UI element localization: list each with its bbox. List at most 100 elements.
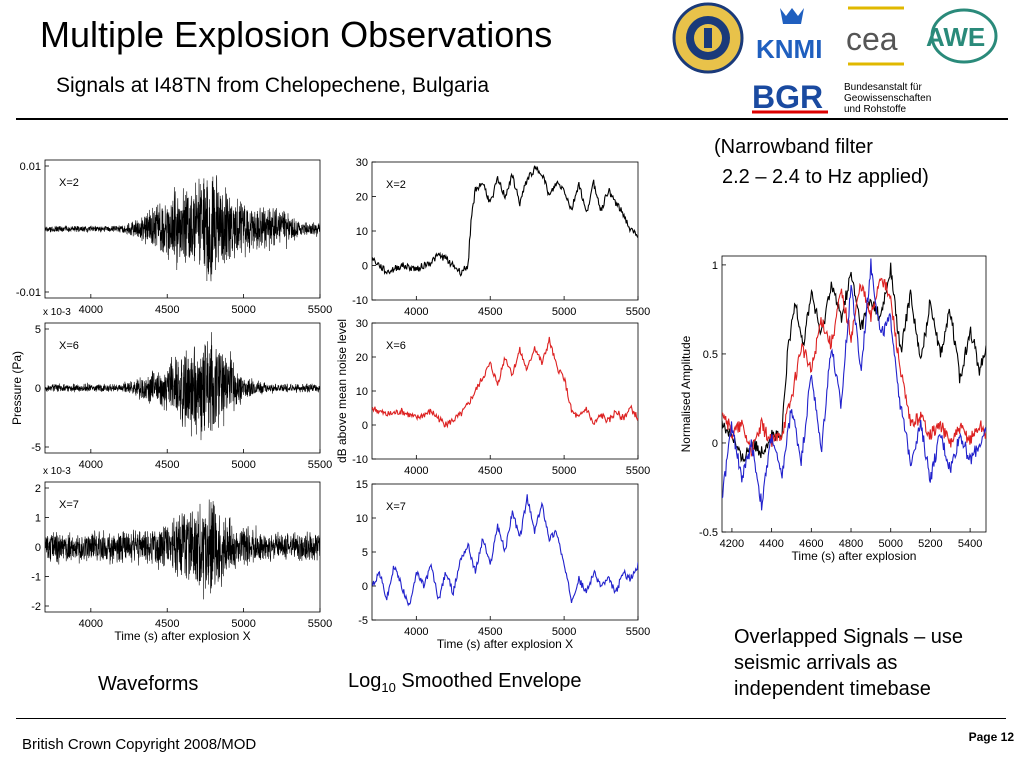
x-tick-label: 4600 bbox=[799, 538, 823, 550]
y-axis-label: dB above mean noise level bbox=[335, 319, 349, 463]
y-tick-label: 10 bbox=[356, 513, 368, 525]
y-tick-label: -5 bbox=[31, 442, 41, 454]
caption-envelope: Log10 Smoothed Envelope bbox=[348, 670, 582, 695]
y-tick-label: 5 bbox=[35, 324, 41, 336]
caption-overlap-line: independent timebase bbox=[734, 678, 931, 700]
y-tick-label: 1 bbox=[712, 260, 718, 272]
y-tick-label: 0 bbox=[35, 383, 41, 395]
caption-overlap-line: seismic arrivals as bbox=[734, 652, 898, 674]
x-axis-label: Time (s) after explosion X bbox=[114, 629, 250, 643]
x-tick-label: 5000 bbox=[231, 459, 255, 471]
chart-panel: 4000 4500 5000 5500 5 0 -5 X=6 x 10-3 Pressure (P… bbox=[10, 307, 332, 471]
y-tick-label: 1 bbox=[35, 513, 41, 525]
cea-text: cea bbox=[846, 21, 898, 57]
caption-envelope-log: Log bbox=[348, 670, 382, 692]
y-tick-label: 0 bbox=[362, 581, 368, 593]
y-tick-label: -10 bbox=[352, 295, 368, 307]
y-axis-label: Normalised Amplitude bbox=[679, 335, 693, 452]
chart-panel: 4000 4500 5000 5500 30 20 10 0 -10 X=6 dB above me… bbox=[335, 318, 650, 477]
plot-frame bbox=[371, 322, 639, 460]
y-tick-label: 2 bbox=[35, 483, 41, 495]
y-tick-label: -10 bbox=[352, 454, 368, 466]
x-tick-label: 4500 bbox=[478, 306, 502, 318]
slide-title: Multiple Explosion Observations bbox=[40, 14, 553, 55]
x-tick-label: 5000 bbox=[552, 626, 576, 638]
plot-frame bbox=[721, 255, 987, 533]
bgr-logo: BGR Bundesanstalt für Geowissenschaften … bbox=[752, 79, 931, 115]
awe-logo: AWE bbox=[926, 8, 998, 64]
y-tick-label: 0.5 bbox=[703, 349, 718, 361]
series-line bbox=[722, 262, 986, 463]
footer-copyright: British Crown Copyright 2008/MOD bbox=[22, 736, 257, 753]
plot-frame bbox=[371, 483, 639, 621]
x-tick-label: 5000 bbox=[878, 538, 902, 550]
panel-label: X=7 bbox=[59, 499, 79, 511]
series-line bbox=[372, 165, 638, 277]
header-rule bbox=[16, 118, 1008, 120]
x-tick-label: 4000 bbox=[404, 626, 428, 638]
chart-panel: 4000 4500 5000 5500 30 20 10 0 -10 X=2 bbox=[352, 157, 650, 318]
x-tick-label: 5000 bbox=[231, 304, 255, 316]
x-tick-label: 4400 bbox=[759, 538, 783, 550]
filter-note-line-1: (Narrowband filter bbox=[714, 136, 873, 158]
bgr-text-3: und Rohstoffe bbox=[844, 104, 907, 115]
x-tick-label: 5500 bbox=[308, 459, 332, 471]
x-tick-label: 5500 bbox=[308, 304, 332, 316]
caption-overlap: Overlapped Signals – use seismic arrival… bbox=[734, 624, 963, 702]
y-tick-label: -5 bbox=[358, 615, 368, 627]
x-tick-label: 4000 bbox=[404, 465, 428, 477]
series-line bbox=[722, 277, 986, 458]
x-tick-label: 5400 bbox=[958, 538, 982, 550]
scale-label: x 10-3 bbox=[43, 307, 71, 318]
panel-label: X=6 bbox=[386, 340, 406, 352]
y-tick-label: -0.01 bbox=[16, 287, 41, 299]
caption-overlap-line: Overlapped Signals – use bbox=[734, 626, 964, 648]
x-tick-label: 4000 bbox=[404, 306, 428, 318]
x-tick-label: 5500 bbox=[626, 626, 650, 638]
bgr-text-2: Geowissenschaften bbox=[844, 93, 931, 104]
y-tick-label: 30 bbox=[356, 318, 368, 330]
y-tick-label: 10 bbox=[356, 226, 368, 238]
bgr-text-1: Bundesanstalt für bbox=[844, 82, 922, 93]
y-tick-label: 0 bbox=[362, 420, 368, 432]
x-tick-label: 4000 bbox=[79, 618, 103, 630]
x-tick-label: 4500 bbox=[155, 304, 179, 316]
y-tick-label: 20 bbox=[356, 192, 368, 204]
panel-label: X=2 bbox=[59, 177, 79, 189]
x-tick-label: 5000 bbox=[552, 465, 576, 477]
y-tick-label: 20 bbox=[356, 352, 368, 364]
scale-label: x 10-3 bbox=[43, 466, 71, 477]
caption-waveforms: Waveforms bbox=[98, 673, 199, 695]
awe-text: AWE bbox=[926, 22, 985, 52]
x-tick-label: 4500 bbox=[155, 459, 179, 471]
y-tick-label: 30 bbox=[356, 157, 368, 169]
waveform-line bbox=[45, 499, 320, 600]
x-tick-label: 4200 bbox=[720, 538, 744, 550]
panel-label: X=7 bbox=[386, 501, 406, 513]
waveform-line bbox=[45, 332, 320, 441]
y-tick-label: 15 bbox=[356, 479, 368, 491]
page-number: Page 12 bbox=[968, 730, 1014, 744]
y-tick-label: 0 bbox=[35, 542, 41, 554]
y-tick-label: 0.01 bbox=[20, 161, 41, 173]
caption-envelope-rest: Smoothed Envelope bbox=[395, 670, 582, 692]
x-tick-label: 5200 bbox=[918, 538, 942, 550]
x-tick-label: 4500 bbox=[478, 626, 502, 638]
x-tick-label: 4800 bbox=[839, 538, 863, 550]
x-tick-label: 5000 bbox=[231, 618, 255, 630]
plot-frame bbox=[371, 161, 639, 301]
x-tick-label: 4000 bbox=[79, 459, 103, 471]
panel-label: X=6 bbox=[59, 340, 79, 352]
y-tick-label: 0 bbox=[712, 438, 718, 450]
waveform-line bbox=[45, 175, 320, 282]
x-tick-label: 4000 bbox=[79, 304, 103, 316]
y-axis-label: Pressure (Pa) bbox=[10, 351, 24, 425]
x-tick-label: 4500 bbox=[155, 618, 179, 630]
x-axis-label: Time (s) after explosion bbox=[792, 549, 917, 563]
footer-rule bbox=[16, 718, 1006, 719]
series-line bbox=[372, 494, 638, 607]
y-tick-label: 0 bbox=[362, 261, 368, 273]
x-axis-label: Time (s) after explosion X bbox=[437, 637, 573, 651]
